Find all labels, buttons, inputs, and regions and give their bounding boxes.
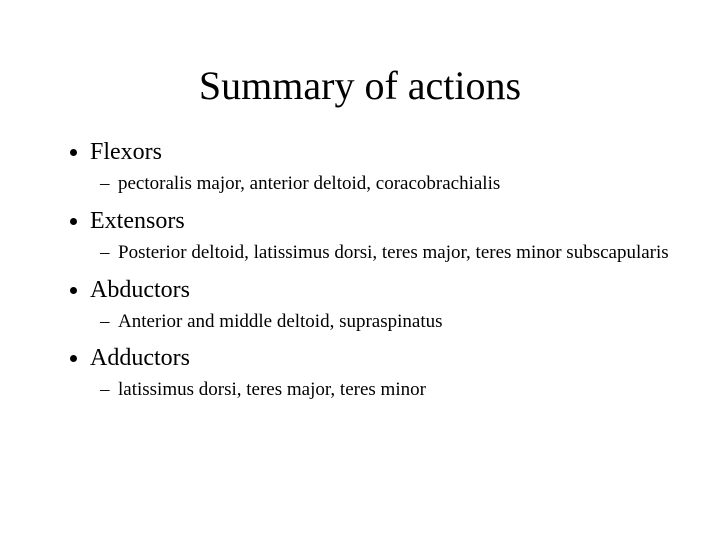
slide-title: Summary of actions xyxy=(0,0,720,137)
sub-list: pectoralis major, anterior deltoid, cora… xyxy=(90,172,680,198)
list-item: Extensors Posterior deltoid, latissimus … xyxy=(90,206,680,275)
list-item: Adductors latissimus dorsi, teres major,… xyxy=(90,343,680,412)
section-details: pectoralis major, anterior deltoid, cora… xyxy=(118,173,500,194)
section-heading: Adductors xyxy=(90,345,190,371)
sub-list-item: latissimus dorsi, teres major, teres min… xyxy=(118,378,680,404)
bullet-list: Flexors pectoralis major, anterior delto… xyxy=(62,137,680,412)
sub-list-item: pectoralis major, anterior deltoid, cora… xyxy=(118,172,680,198)
list-item: Abductors Anterior and middle deltoid, s… xyxy=(90,275,680,344)
sub-list: latissimus dorsi, teres major, teres min… xyxy=(90,378,680,404)
section-details: latissimus dorsi, teres major, teres min… xyxy=(118,379,426,400)
list-item: Flexors pectoralis major, anterior delto… xyxy=(90,137,680,206)
slide-content: Flexors pectoralis major, anterior delto… xyxy=(0,137,720,412)
sub-list-item: Anterior and middle deltoid, supraspinat… xyxy=(118,310,680,336)
sub-list-item: Posterior deltoid, latissimus dorsi, ter… xyxy=(118,241,680,267)
sub-list: Posterior deltoid, latissimus dorsi, ter… xyxy=(90,241,680,267)
section-heading: Flexors xyxy=(90,139,162,165)
section-heading: Extensors xyxy=(90,208,185,234)
section-details: Anterior and middle deltoid, supraspinat… xyxy=(118,311,443,332)
section-details: Posterior deltoid, latissimus dorsi, ter… xyxy=(118,242,669,263)
sub-list: Anterior and middle deltoid, supraspinat… xyxy=(90,310,680,336)
slide: Summary of actions Flexors pectoralis ma… xyxy=(0,0,720,540)
section-heading: Abductors xyxy=(90,277,190,303)
